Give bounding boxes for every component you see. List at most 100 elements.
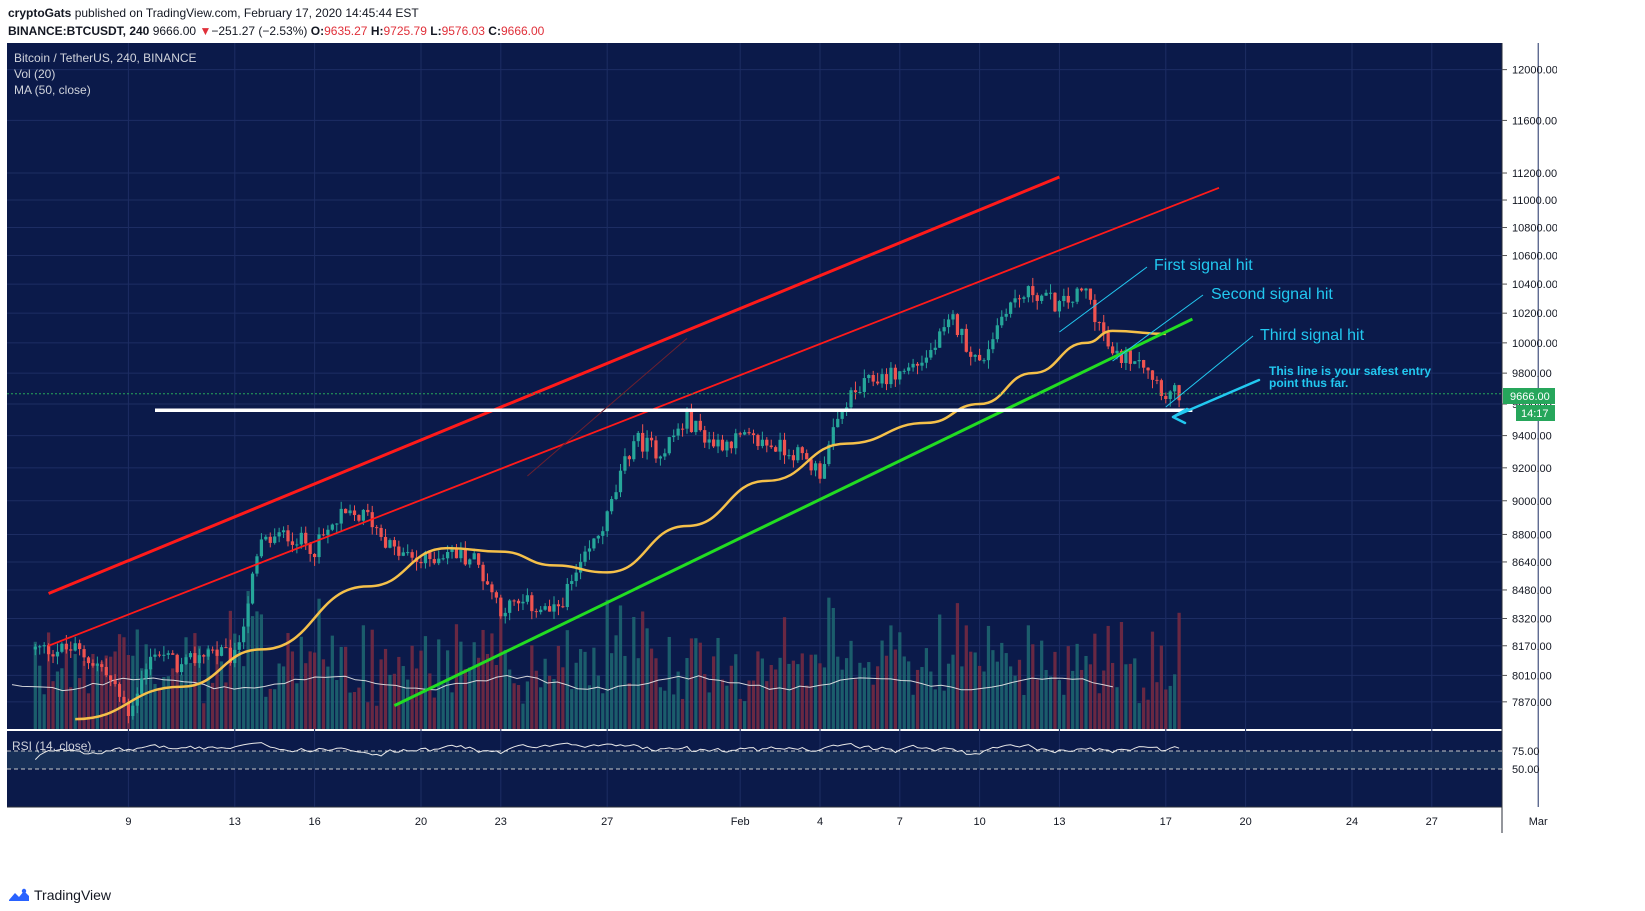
volume-bar xyxy=(521,703,525,729)
candle-body xyxy=(827,444,831,465)
volume-bar xyxy=(774,669,778,729)
candle-body xyxy=(273,536,277,543)
volume-bar xyxy=(330,635,334,729)
volume-bar xyxy=(796,664,800,729)
volume-bar xyxy=(556,645,561,729)
volume-bar xyxy=(769,664,773,729)
volume-bar xyxy=(831,607,835,729)
candle-body xyxy=(308,543,312,554)
candle-body xyxy=(592,538,596,549)
close-label: C: xyxy=(488,24,501,38)
volume-bar xyxy=(1164,689,1168,729)
candle-body xyxy=(796,447,800,461)
volume-bar xyxy=(618,605,623,729)
y-tick-label: 11200.00 xyxy=(1512,168,1557,180)
change-arrow-icon: ▼ xyxy=(199,24,212,38)
volume-bar xyxy=(1004,653,1008,729)
chart-svg[interactable]: 12000.00 11600.00 11200.00 11000.00 10800.00… xyxy=(7,43,1558,879)
candle-body xyxy=(867,374,871,379)
volume-bar xyxy=(144,644,148,729)
volume-bar xyxy=(295,683,299,729)
candle-body xyxy=(902,370,906,372)
volume-bar xyxy=(344,646,348,729)
volume-bar xyxy=(321,659,326,729)
volume-bar xyxy=(42,694,46,729)
volume-bar xyxy=(228,610,232,729)
close-value: 9666.00 xyxy=(500,24,545,38)
candle-body xyxy=(960,328,964,336)
symbol-ohlc: BINANCE:BTCUSDT, 240 9666.00 ▼−251.27 (−… xyxy=(8,24,544,38)
candle-body xyxy=(1128,350,1132,364)
legend-ma: MA (50, close) xyxy=(14,83,91,97)
candle-body xyxy=(1119,350,1124,364)
candle-body xyxy=(468,559,472,565)
volume-bar xyxy=(290,651,295,729)
volume-bar xyxy=(55,671,60,729)
chart-area[interactable]: 12000.00 11600.00 11200.00 11000.00 10800.00… xyxy=(7,43,1558,879)
volume-bar xyxy=(392,673,397,729)
tradingview-logo-icon xyxy=(9,888,29,901)
first-signal-pointer xyxy=(1059,266,1148,333)
volume-bar xyxy=(357,687,361,729)
candle-body xyxy=(188,653,193,658)
volume-bar xyxy=(512,683,516,729)
candle-body xyxy=(379,527,383,537)
publish-text: published on TradingView.com, February 1… xyxy=(74,6,419,20)
candle-body xyxy=(1071,301,1075,303)
volume-bar xyxy=(809,654,813,729)
volume-bar xyxy=(1102,670,1106,729)
candle-body xyxy=(1040,295,1044,301)
volume-bar xyxy=(366,702,370,729)
candle-body xyxy=(1110,346,1115,354)
candle-body xyxy=(463,549,467,565)
candle-body xyxy=(876,381,880,384)
volume-bar xyxy=(1066,646,1070,729)
candle-body xyxy=(131,705,135,717)
candle-body xyxy=(1035,295,1039,301)
candle-body xyxy=(831,427,835,445)
price-axis-bg[interactable] xyxy=(1502,43,1557,807)
volume-bar xyxy=(663,690,667,729)
volume-bar xyxy=(1040,640,1044,729)
volume-bar xyxy=(503,649,507,729)
volume-bar xyxy=(703,674,707,729)
candle-body xyxy=(326,529,330,536)
x-tick-label: 16 xyxy=(308,816,320,828)
candle-body xyxy=(485,581,490,585)
volume-bar xyxy=(539,687,543,729)
volume-bar xyxy=(157,687,162,729)
candle-body xyxy=(627,456,631,460)
author-name[interactable]: cryptoGats xyxy=(8,6,72,20)
candle-body xyxy=(162,654,166,656)
ma50-line xyxy=(75,329,1166,721)
candle-body xyxy=(290,541,295,545)
candle-body xyxy=(521,601,525,604)
candle-body xyxy=(472,553,476,560)
candle-body xyxy=(1093,299,1097,323)
candle-body xyxy=(1079,288,1084,291)
volume-bar xyxy=(729,665,733,729)
candle-body xyxy=(907,367,911,371)
volume-bar xyxy=(153,683,157,729)
candle-body xyxy=(392,540,397,547)
candle-body xyxy=(219,647,224,656)
candle-body xyxy=(454,548,459,559)
candle-body xyxy=(264,536,268,540)
volume-bar xyxy=(849,640,853,729)
candle-body xyxy=(51,654,55,657)
candle-body xyxy=(375,527,379,529)
volume-bar xyxy=(1084,655,1088,729)
volume-bar xyxy=(237,651,241,729)
candle-body xyxy=(1137,360,1141,362)
tradingview-footer[interactable]: TradingView xyxy=(8,887,111,903)
y-tick-label: 10000.00 xyxy=(1512,338,1557,350)
candle-body xyxy=(707,439,711,443)
candle-body xyxy=(663,453,667,457)
volume-bar xyxy=(791,660,796,729)
candle-body xyxy=(969,351,973,357)
candle-body xyxy=(423,551,428,564)
volume-bar xyxy=(255,611,259,729)
candle-body xyxy=(250,573,255,604)
candle-body xyxy=(920,362,924,366)
volume-bar xyxy=(459,641,463,729)
